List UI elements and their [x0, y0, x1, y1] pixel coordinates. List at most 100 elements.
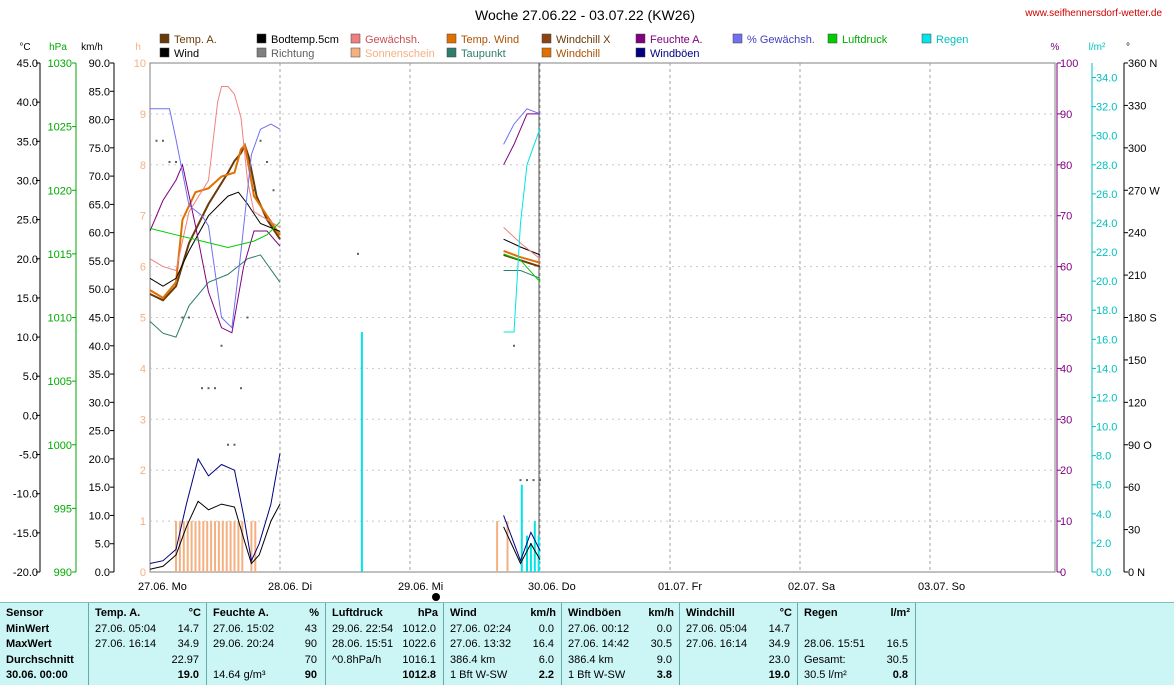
table-row-label: Sensor	[6, 607, 44, 619]
direction-tick-label: 60	[1128, 482, 1140, 494]
direction-dot	[207, 387, 210, 390]
cell-value: 1012.0	[402, 623, 436, 635]
cell-info: 386.4 km	[450, 654, 496, 666]
direction-tick-label: 150	[1128, 355, 1146, 367]
wind-tick-label: 50.0	[89, 284, 110, 296]
cell-value: 90	[304, 638, 317, 650]
table-row-label: 30.06. 00:00	[6, 669, 68, 681]
day-label: 27.06. Mo	[138, 581, 187, 593]
direction-dot	[214, 387, 216, 390]
series-line	[503, 113, 540, 166]
axes: 45.040.035.030.025.020.015.010.05.00.0-5…	[13, 58, 1160, 579]
table-row-labels: Sensor MinWert MaxWert Durchschnitt 30.06. 0…	[0, 603, 88, 685]
series-line	[149, 163, 281, 334]
chart-title: Woche 27.06.22 - 03.07.22 (KW26)	[475, 7, 695, 23]
day-label: 02.07. Sa	[788, 581, 836, 593]
series-line	[503, 253, 541, 283]
table-row-label: MaxWert	[6, 638, 52, 650]
cell-info: 28.06. 15:51	[332, 638, 394, 650]
direction-dot	[272, 189, 275, 192]
temp-tick-label: 0.0	[23, 410, 38, 422]
wind-tick-label: 30.0	[89, 397, 110, 409]
direction-dot	[357, 252, 359, 255]
legend-swatch	[541, 47, 552, 58]
legend-swatch	[159, 33, 170, 44]
rain-tick-label: 4.0	[1096, 509, 1111, 521]
legend-label: Regen	[936, 34, 968, 46]
sunshine-bar	[202, 521, 205, 572]
temp-tick-label: 40.0	[17, 97, 38, 109]
rain-tick-label: 0.0	[1096, 567, 1111, 579]
sunshine-bar	[210, 521, 213, 572]
pressure-tick-label: 1020	[48, 185, 72, 197]
cell-value: 30.5	[886, 654, 908, 666]
series-line	[503, 227, 541, 260]
bars	[175, 332, 540, 572]
direction-dot	[519, 479, 522, 482]
direction-dot	[259, 139, 262, 142]
direction-dot	[168, 160, 171, 163]
series-line	[149, 191, 281, 287]
cell-value: 43	[304, 623, 317, 635]
unit-label: h	[135, 42, 141, 53]
legend-label: Windchill X	[556, 34, 611, 46]
rain-tick-label: 28.0	[1096, 160, 1117, 172]
x-axis-labels: 27.06. Mo 28.06. Di 29.06. Mi 30.06. Do 01.0…	[138, 581, 965, 601]
direction-dot	[266, 160, 268, 163]
cell-value: 0.0	[656, 623, 672, 635]
unit-label: °	[1126, 42, 1130, 53]
direction-dot	[526, 479, 528, 482]
cell-value: 19.0	[177, 669, 199, 681]
rain-tick-label: 26.0	[1096, 189, 1117, 201]
wind-tick-label: 85.0	[89, 86, 110, 98]
pressure-tick-label: 1030	[48, 58, 72, 70]
direction-dot	[181, 316, 184, 319]
sunshine-bar	[241, 521, 244, 572]
legend-swatch	[732, 33, 743, 44]
series-line	[503, 249, 541, 264]
website-link[interactable]: www.seifhennersdorf-wetter.de	[1024, 8, 1162, 19]
cell-value: 34.9	[177, 638, 199, 650]
humidity-tick-label: 40	[1060, 363, 1072, 375]
sunshine-bar	[190, 521, 193, 572]
wind-tick-label: 60.0	[89, 228, 110, 240]
sunshine-bar	[237, 521, 240, 572]
direction-dot	[162, 139, 164, 142]
cell-info: 27.06. 16:14	[95, 638, 157, 650]
cell-value: 14.7	[177, 623, 199, 635]
legend-label: Windchill	[556, 48, 600, 60]
legend-swatch	[350, 33, 361, 44]
direction-dot	[155, 139, 158, 142]
cell-value: 1016.1	[402, 654, 436, 666]
sunshine-bar	[221, 521, 224, 572]
wind-tick-label: 15.0	[89, 482, 110, 494]
cell-info: 386.4 km	[568, 654, 614, 666]
rain-bar	[360, 332, 363, 572]
weather-chart: Woche 27.06.22 - 03.07.22 (KW26) www.sei…	[13, 7, 1162, 601]
statistics-table: Sensor MinWert MaxWert Durchschnitt 30.06. 0…	[0, 602, 1174, 685]
table-column: Wind km/h 27.06. 02:24 0.0 27.06. 13:32 16.4 3…	[443, 603, 562, 685]
pressure-tick-label: 990	[54, 567, 72, 579]
legend-label: % Gewächsh.	[747, 34, 815, 46]
humidity-tick-label: 10	[1060, 516, 1072, 528]
legend-label: Luftdruck	[842, 34, 888, 46]
table-row-label: Durchschnitt	[6, 654, 74, 666]
humidity-tick-label: 80	[1060, 160, 1072, 172]
direction-dot	[539, 479, 541, 482]
rain-tick-label: 8.0	[1096, 451, 1111, 463]
temp-tick-label: 35.0	[17, 136, 38, 148]
wind-tick-label: 20.0	[89, 454, 110, 466]
cell-value: 22.97	[171, 654, 199, 666]
column-header: Windchill	[686, 607, 735, 619]
direction-dot	[253, 189, 255, 192]
rain-tick-label: 22.0	[1096, 247, 1117, 259]
wind-tick-label: 80.0	[89, 115, 110, 127]
sunshine-bar	[225, 521, 228, 572]
legend-swatch	[635, 33, 646, 44]
wind-tick-label: 35.0	[89, 369, 110, 381]
cell-value: 3.8	[656, 669, 672, 681]
sunshine-bar	[233, 521, 236, 572]
legend-swatch	[446, 47, 457, 58]
column-unit: °C	[188, 607, 201, 619]
cell-info: 27.06. 00:12	[568, 623, 630, 635]
